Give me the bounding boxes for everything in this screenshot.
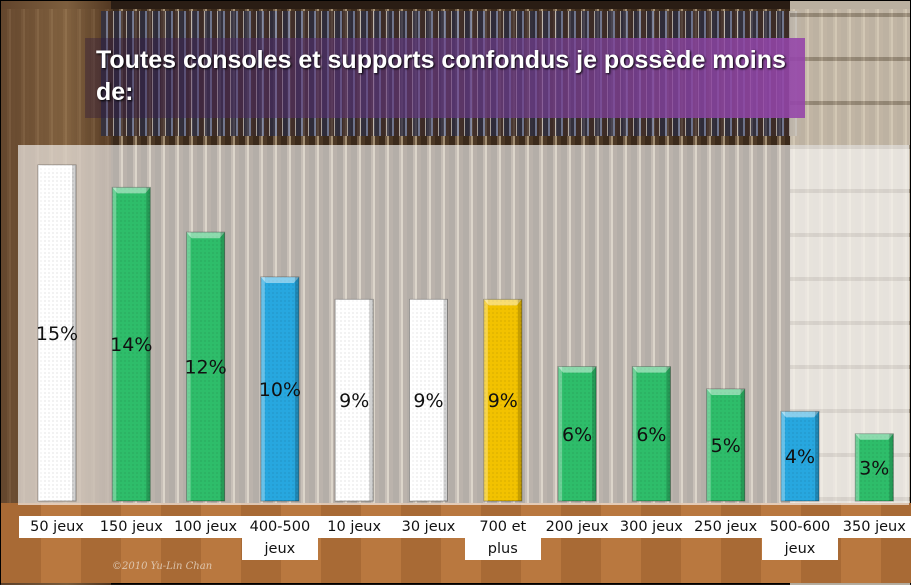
bar-highlight	[632, 366, 637, 501]
bar-group: 3%	[854, 433, 894, 502]
bar-group: 5%	[706, 388, 746, 502]
bar-group: 6%	[631, 366, 671, 502]
data-label: 10%	[259, 379, 301, 401]
bar-bevel	[706, 389, 745, 395]
bar-shade	[443, 299, 448, 501]
bar-highlight	[781, 411, 785, 501]
bar-group: 9%	[334, 298, 374, 502]
data-label: 12%	[184, 357, 226, 379]
bar-highlight	[409, 299, 414, 501]
bar-shade	[220, 232, 225, 501]
bar-bevel	[260, 277, 299, 283]
x-tick-label: 30 jeux	[390, 516, 467, 538]
bar-bevel	[632, 366, 671, 373]
bar-texture	[632, 366, 671, 501]
bar-group: 15%	[36, 164, 78, 502]
watermark: ©2010 Yu-Lin Chan	[112, 561, 213, 572]
bar-highlight	[112, 187, 117, 501]
data-label: 9%	[413, 390, 443, 412]
x-tick-label: 350 jeux	[836, 516, 911, 538]
chart-title: Toutes consoles et supports confondus je…	[96, 46, 786, 106]
bar-highlight	[706, 389, 711, 501]
bar-shade	[517, 299, 522, 501]
data-label: 5%	[711, 435, 741, 457]
bar-highlight	[855, 433, 860, 501]
data-label: 14%	[110, 334, 152, 356]
bar-group: 14%	[110, 186, 152, 502]
bar-bevel	[558, 366, 597, 373]
bar-texture	[781, 411, 819, 501]
data-label: 4%	[785, 446, 815, 468]
bar-texture	[483, 299, 522, 501]
bar-group: 9%	[409, 298, 448, 502]
bar-texture	[706, 389, 745, 501]
bar-highlight	[558, 366, 563, 501]
data-label: 9%	[488, 390, 518, 412]
bar-shade	[592, 366, 597, 501]
bar-group: 12%	[184, 231, 227, 502]
bar-shade	[146, 187, 151, 501]
title-band	[85, 38, 805, 118]
bar-bevel	[855, 433, 894, 440]
bar-shade	[815, 411, 819, 501]
bar-highlight	[186, 232, 191, 501]
x-tick-label: 300 jeux	[613, 516, 690, 538]
bar-shade	[889, 433, 894, 501]
data-label: 6%	[636, 424, 666, 446]
x-tick-label: 200 jeux	[539, 516, 616, 538]
bar-highlight	[483, 299, 488, 501]
x-tick-label: 150 jeux	[93, 516, 170, 538]
bar-group: 9%	[483, 298, 523, 502]
x-tick-label: 250 jeux	[687, 516, 764, 538]
bar-group: 6%	[557, 366, 597, 502]
data-label: 15%	[36, 323, 78, 345]
plot-area	[18, 145, 909, 505]
bar-bevel	[335, 299, 374, 306]
bar-texture	[186, 232, 225, 501]
bar-shade	[72, 165, 76, 501]
bar-highlight	[260, 277, 265, 501]
bar-shade	[740, 389, 745, 501]
x-tick-label: 50 jeux	[19, 516, 95, 538]
bar-shade	[666, 366, 671, 501]
data-label: 3%	[859, 457, 889, 479]
x-tick-label: 400-500 jeux	[241, 516, 318, 560]
data-label: 9%	[339, 390, 369, 412]
bar-bevel	[781, 411, 819, 418]
bar-group: 10%	[259, 276, 301, 502]
bar-bevel	[112, 187, 151, 194]
bar-texture	[38, 165, 76, 501]
bar-bevel	[409, 299, 448, 306]
bar-bevel	[38, 165, 76, 171]
bar-texture	[855, 433, 894, 501]
bar-highlight	[38, 165, 42, 501]
bar-texture	[558, 366, 597, 501]
x-tick-label: 700 et plus	[464, 516, 541, 560]
bar-shade	[294, 277, 299, 501]
bar-texture	[260, 277, 299, 501]
bar-texture	[409, 299, 448, 501]
bar-texture	[335, 299, 374, 501]
bar-texture	[112, 187, 151, 501]
bar-bevel	[483, 299, 522, 306]
bar-shade	[369, 299, 374, 501]
data-label: 6%	[562, 424, 592, 446]
bar-group: 4%	[780, 410, 820, 502]
x-tick-label: 500-600 jeux	[762, 516, 838, 560]
bar-highlight	[335, 299, 340, 501]
bar-bevel	[186, 232, 225, 239]
x-tick-label: 10 jeux	[316, 516, 393, 538]
x-tick-label: 100 jeux	[167, 516, 244, 538]
